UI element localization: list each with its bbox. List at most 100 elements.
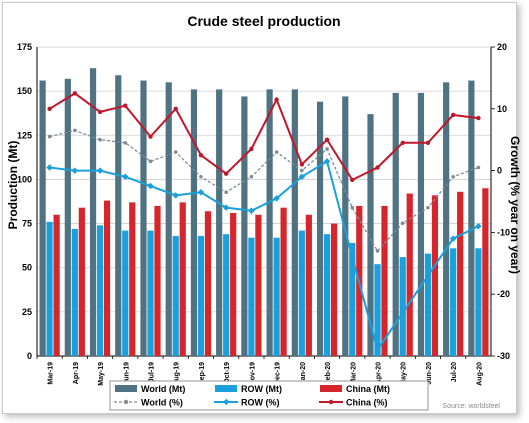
y-tick-label: 100 — [17, 174, 32, 184]
x-tick-label: Jul-19 — [149, 362, 156, 382]
marker-world-pct — [173, 150, 178, 154]
marker-world-pct — [98, 137, 102, 142]
y-tick-label: 50 — [22, 263, 32, 273]
marker-row-pct — [424, 272, 432, 279]
x-tick-label: May-20 — [401, 362, 408, 386]
legend-marker — [223, 398, 230, 406]
x-tick-label: Jun-20 — [426, 362, 433, 385]
bar-world-mt — [241, 96, 248, 356]
marker-china-pct — [450, 112, 456, 118]
marker-world-pct — [325, 147, 329, 151]
bar-row-mt — [248, 237, 255, 356]
marker-world-pct — [274, 150, 279, 154]
bar-world-mt — [216, 89, 223, 357]
marker-row-pct — [147, 182, 154, 190]
y-axis-label: Production (Mt) — [6, 141, 20, 230]
bar-world-mt — [89, 68, 97, 356]
marker-china-pct — [476, 115, 481, 121]
bar-world-mt — [39, 80, 46, 356]
bar-china-mt — [204, 211, 212, 356]
legend-label: ROW (%) — [241, 398, 280, 408]
y2-tick-label: 10 — [497, 104, 507, 114]
x-tick-label: Mar-20 — [350, 362, 357, 385]
marker-world-pct — [451, 174, 455, 179]
marker-china-pct — [72, 91, 78, 96]
bar-china-mt — [457, 191, 464, 356]
bar-row-mt — [273, 237, 280, 356]
bar-world-mt — [64, 78, 71, 356]
marker-row-pct — [197, 188, 205, 196]
bar-row-mt — [374, 264, 381, 356]
bar-world-mt — [115, 75, 122, 356]
marker-row-pct — [222, 204, 230, 211]
bar-row-mt — [96, 225, 104, 356]
legend-swatch — [320, 385, 342, 392]
legend-swatch — [215, 385, 237, 392]
marker-china-pct — [249, 146, 254, 152]
marker-row-pct — [122, 173, 129, 181]
marker-china-pct — [97, 109, 103, 115]
bar-world-mt — [367, 114, 374, 357]
bar-world-mt — [291, 89, 298, 357]
x-tick-label: Nov-19 — [249, 362, 256, 385]
bar-world-mt — [266, 89, 273, 357]
y2-tick-label: -20 — [497, 289, 510, 299]
bar-row-mt — [71, 228, 78, 356]
x-tick-label: Aug-19 — [174, 362, 181, 386]
bar-world-mt — [316, 101, 324, 356]
legend-swatch — [115, 385, 137, 392]
y-tick-label: 175 — [17, 42, 32, 52]
y2-tick-label: 0 — [497, 166, 502, 176]
y-tick-label: 25 — [22, 307, 32, 317]
x-tick-label: Apr-19 — [73, 362, 80, 384]
bar-row-mt — [147, 230, 154, 356]
marker-china-pct — [324, 137, 330, 142]
marker-china-pct — [274, 97, 279, 102]
legend-marker — [328, 399, 334, 405]
marker-china-pct — [123, 103, 128, 108]
bar-china-mt — [280, 207, 287, 356]
bar-row-mt — [475, 248, 482, 356]
x-tick-label: Jun-19 — [123, 362, 130, 385]
marker-row-pct — [96, 167, 104, 174]
source-note: Source: worldsteel — [442, 403, 500, 410]
bar-china-mt — [330, 223, 338, 356]
marker-world-pct — [123, 140, 128, 145]
marker-world-pct — [224, 190, 228, 195]
legend-label: ROW (Mt) — [241, 384, 282, 394]
marker-row-pct — [323, 158, 331, 165]
marker-row-pct — [248, 207, 255, 215]
marker-row-pct — [449, 235, 457, 242]
y2-axis-label: Growth (% year on year) — [508, 136, 522, 274]
x-tick-label: Mar-19 — [48, 362, 55, 385]
marker-china-pct — [47, 106, 52, 112]
marker-china-pct — [375, 165, 380, 170]
marker-row-pct — [399, 309, 406, 316]
marker-world-pct — [300, 168, 304, 173]
marker-china-pct — [148, 134, 153, 139]
marker-row-pct — [172, 192, 179, 199]
y2-tick-label: -10 — [497, 227, 510, 237]
marker-row-pct — [273, 195, 280, 202]
bar-world-mt — [140, 80, 147, 356]
marker-china-pct — [350, 177, 355, 183]
legend: World (Mt) ROW (Mt) China (Mt) World (%) ROW… — [109, 380, 429, 411]
bar-china-mt — [179, 202, 186, 356]
y-tick-label: 150 — [17, 86, 32, 96]
bar-china-mt — [431, 195, 439, 356]
bar-row-mt — [450, 248, 457, 356]
bar-row-mt — [46, 221, 53, 356]
marker-china-pct — [198, 152, 204, 158]
legend-box — [109, 380, 429, 411]
marker-china-pct — [425, 140, 431, 145]
marker-china-pct — [299, 162, 305, 167]
line-row — [49, 159, 479, 353]
marker-world-pct — [476, 165, 481, 170]
x-tick-label: Jul-20 — [451, 362, 458, 382]
bar-row-mt — [399, 257, 406, 356]
bar-china-mt — [53, 214, 60, 356]
legend-label: World (%) — [141, 398, 183, 408]
line-china — [49, 92, 479, 182]
marker-world-pct — [426, 205, 430, 210]
